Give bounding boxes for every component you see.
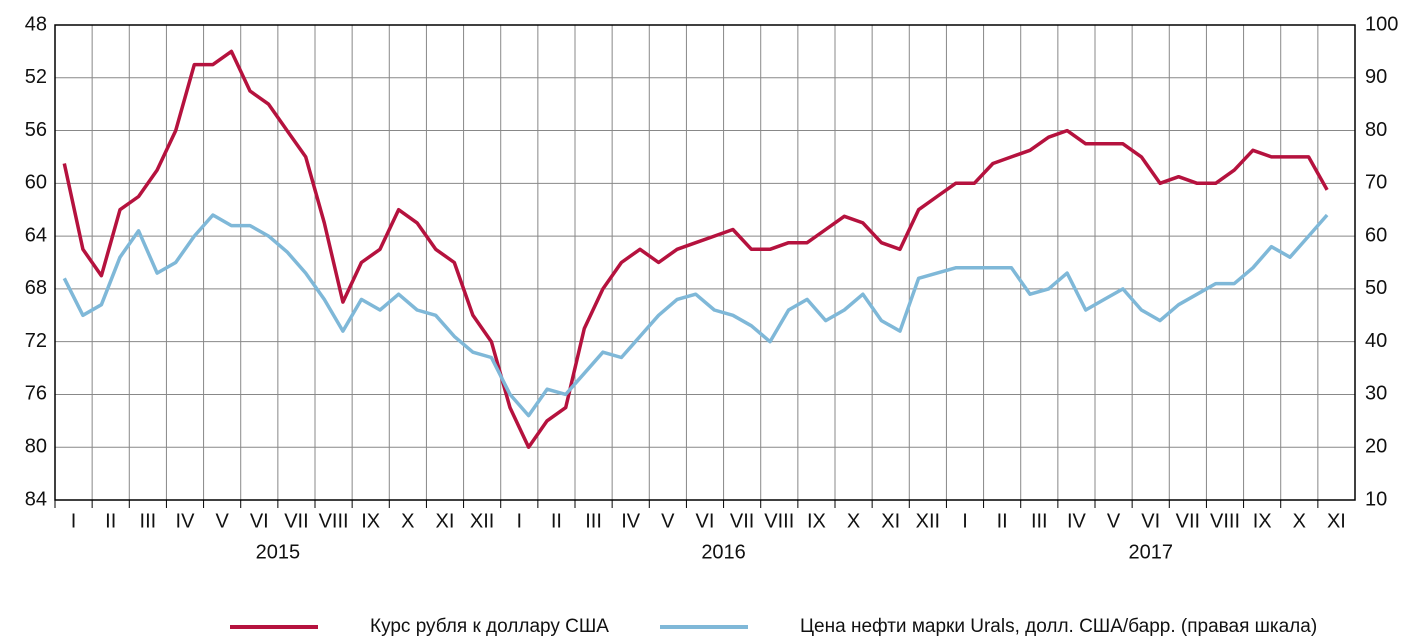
y-tick-label: 60 [25,172,47,194]
y-tick-label: 64 [25,224,47,246]
y2-tick-label: 40 [1365,330,1387,352]
x-tick-label: II [997,510,1008,532]
x-tick-label: X [1293,510,1306,532]
x-tick-label: IV [176,510,196,532]
x-tick-label: IV [1067,510,1087,532]
y-tick-label: 84 [25,488,47,510]
x-tick-label: X [847,510,860,532]
legend-label: Цена нефти марки Urals, долл. США/барр. … [800,616,1317,637]
x-tick-label: XII [470,510,494,532]
x-tick-label: IX [807,510,826,532]
x-tick-label: III [1031,510,1048,532]
x-tick-label: VII [284,510,308,532]
y-tick-label: 68 [25,277,47,299]
y2-tick-label: 90 [1365,66,1387,88]
x-tick-label: XI [436,510,455,532]
x-tick-label: I [517,510,523,532]
y2-tick-label: 30 [1365,383,1387,405]
grid [55,24,1355,501]
y2-tick-label: 60 [1365,224,1387,246]
series-line [62,49,1329,449]
lines [62,49,1329,449]
x-tick-label: II [105,510,116,532]
x-tick-label: VIII [764,510,794,532]
x-tick-label: VI [696,510,715,532]
y-tick-label: 72 [25,330,47,352]
plot-frame [54,24,1356,501]
x-tick-label: V [661,510,675,532]
year-label: 2015 [256,541,301,563]
y-tick-label: 52 [25,66,47,88]
x-tick-label: III [585,510,602,532]
y2-tick-label: 80 [1365,119,1387,141]
x-tick-label: IV [621,510,641,532]
x-tick-label: VIII [1210,510,1240,532]
y2-tick-label: 100 [1365,13,1398,35]
year-label: 2017 [1128,541,1173,563]
x-tick-label: V [215,510,229,532]
y-tick-label: 56 [25,119,47,141]
x-tick-label: V [1107,510,1121,532]
year-label: 2016 [701,541,746,563]
x-tick-label: X [401,510,414,532]
x-tick-label: XI [1327,510,1346,532]
x-tick-label: IX [361,510,380,532]
x-tick-label: XI [881,510,900,532]
x-tick-label: VII [730,510,754,532]
x-tick-label: VIII [319,510,349,532]
x-tick-label: VII [1176,510,1200,532]
y-tick-label: 76 [25,383,47,405]
x-tick-label: I [71,510,77,532]
labels: 48 52 56 60 64 68 72 76 80 84 10 20 30 40 50 60 70 80 90 10… [25,13,1399,637]
legend-label: Курс рубля к доллару США [370,616,609,637]
x-tick-label: III [140,510,157,532]
x-tick-label: VI [1141,510,1160,532]
series-line [62,213,1329,418]
x-tick-label: VI [250,510,269,532]
y2-tick-label: 10 [1365,488,1387,510]
x-tick-label: XII [916,510,940,532]
x-tick-label: IX [1253,510,1272,532]
y-tick-label: 48 [25,13,47,35]
y-tick-label: 80 [25,436,47,458]
y2-tick-label: 20 [1365,436,1387,458]
x-tick-label: II [551,510,562,532]
y2-tick-label: 70 [1365,172,1387,194]
x-tick-label: I [962,510,968,532]
y2-tick-label: 50 [1365,277,1387,299]
